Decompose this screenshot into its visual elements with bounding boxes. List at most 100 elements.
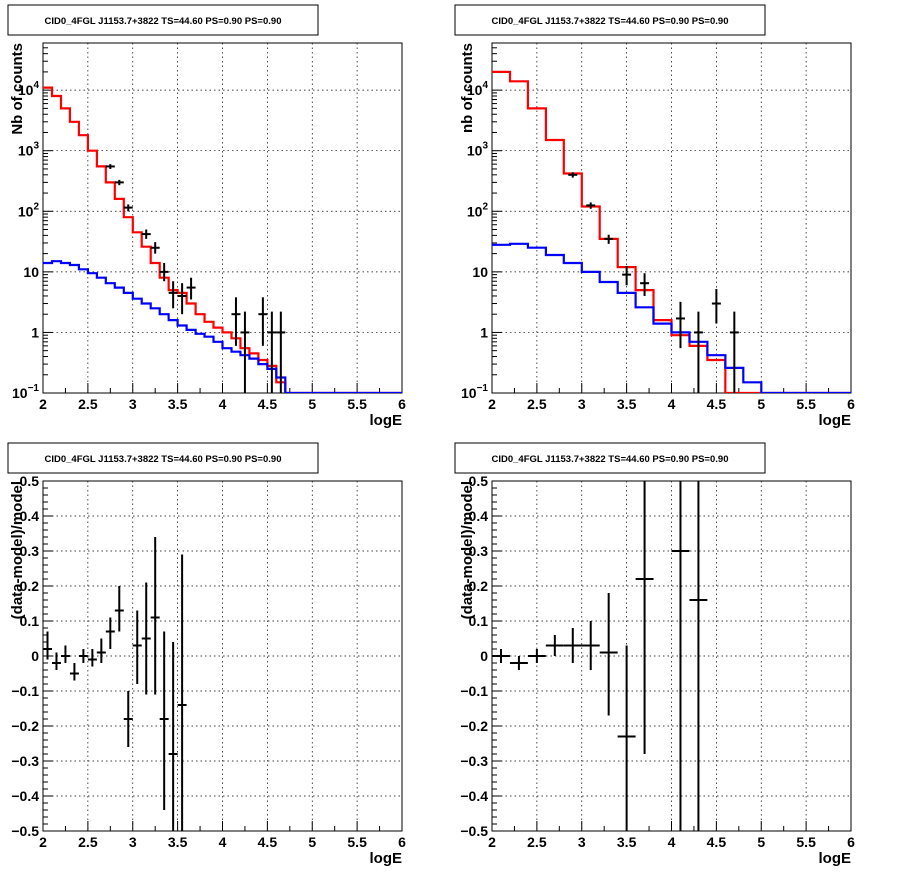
data-point [635,481,654,754]
data-point [563,628,582,663]
x-tick-label: 3 [578,834,586,850]
data-point [675,301,685,349]
data-point [150,537,160,695]
y-tick-label: 10−1 [461,383,488,401]
y-tick-label: −0.3 [460,753,488,769]
data-point [123,204,133,212]
y-tick-label: 103 [18,141,40,159]
data-point [689,481,708,831]
y-tick-label: −0.4 [460,788,488,804]
data-point [78,649,88,663]
y-tick-base: 10 [18,203,34,219]
y-tick-base: 10 [461,385,477,401]
x-tick-label: 4.5 [258,834,278,850]
chart-panel-4: CID0_4FGL J1153.7+3822 TS=44.60 PS=0.90 … [454,442,855,867]
data-point [671,481,690,831]
y-tick-label: 0.3 [20,543,40,559]
plot-content [43,537,187,831]
y-tick-label: 0.2 [469,578,489,594]
title-box [7,442,319,474]
data-point [622,265,632,286]
x-tick-label: 5.5 [347,396,367,412]
y-tick-label: −0.2 [11,718,39,734]
y-tick-label: 0 [31,648,39,664]
chart-title: CID0_4FGL J1153.7+3822 TS=44.60 PS=0.90 … [45,454,282,465]
data-point [581,621,600,670]
data-point [141,582,151,695]
chart-panel-3: CID0_4FGL J1153.7+3822 TS=44.60 PS=0.90 … [7,442,406,867]
series-line-red [43,86,402,393]
data-point [168,281,178,309]
y-tick-label: 102 [18,201,40,219]
y-tick-label: 0.3 [469,543,489,559]
data-point [186,277,196,300]
y-tick-label: 1 [31,324,39,340]
y-tick-label: 10−1 [12,383,39,401]
y-tick-base: 10 [467,143,483,159]
chart-panel-1: CID0_4FGL J1153.7+3822 TS=44.60 PS=0.90 … [7,4,406,429]
x-tick-label: 4 [668,834,676,850]
data-point [87,649,97,667]
data-point [177,283,187,315]
y-tick-label: 10 [23,264,39,280]
y-tick-base: 10 [18,143,34,159]
data-point [492,649,510,663]
data-point [60,645,70,663]
data-point [43,631,52,660]
y-tick-exponent: −1 [28,383,40,394]
y-tick-label: 102 [467,201,489,219]
data-point [132,610,142,684]
y-tick-label: 104 [18,80,40,98]
y-tick-base: 10 [467,82,483,98]
x-tick-label: 4.5 [707,396,727,412]
x-tick-label: 2 [488,834,496,850]
data-point [159,263,169,282]
data-point [586,202,596,209]
grid [43,43,402,393]
data-point [276,311,286,393]
x-tick-label: 2.5 [527,834,547,850]
data-point [568,172,578,178]
y-tick-base: 10 [467,203,483,219]
y-tick-exponent: 4 [33,80,39,91]
series-line-blue [43,260,402,393]
y-tick-label: 0.1 [20,613,40,629]
x-tick-label: 6 [847,834,855,850]
y-tick-label: 1 [480,324,488,340]
data-point [69,663,79,681]
data-point [177,554,187,831]
y-tick-label: 10 [472,264,488,280]
x-tick-label: 5 [757,834,765,850]
data-point [617,645,636,831]
data-point [267,311,277,393]
data-point [168,642,178,831]
data-point [159,631,169,810]
data-point [693,311,703,393]
x-tick-label: 2 [39,834,47,850]
y-tick-exponent: 3 [482,141,488,152]
y-tick-label: −0.5 [11,823,39,839]
x-tick-label: 6 [398,834,406,850]
data-point [96,638,106,663]
x-tick-label: 6 [398,396,406,412]
x-tick-label: 2 [39,396,47,412]
title-box [454,4,766,36]
y-tick-label: −0.5 [460,823,488,839]
y-axis-label: nb of counts [459,43,476,133]
data-point [141,229,151,239]
y-tick-exponent: 2 [33,201,39,212]
title-box [454,442,766,474]
data-point [729,311,739,393]
data-point [527,649,546,663]
data-point [114,179,124,186]
x-tick-label: 5 [308,834,316,850]
chart-title: CID0_4FGL J1153.7+3822 TS=44.60 PS=0.90 … [45,16,282,27]
x-tick-label: 6 [847,396,855,412]
y-tick-label: 0.4 [20,508,40,524]
x-tick-label: 3.5 [168,834,188,850]
y-tick-label: 0.1 [469,613,489,629]
y-tick-exponent: 3 [33,141,39,152]
data-point [51,652,61,670]
x-tick-label: 3.5 [617,834,637,850]
